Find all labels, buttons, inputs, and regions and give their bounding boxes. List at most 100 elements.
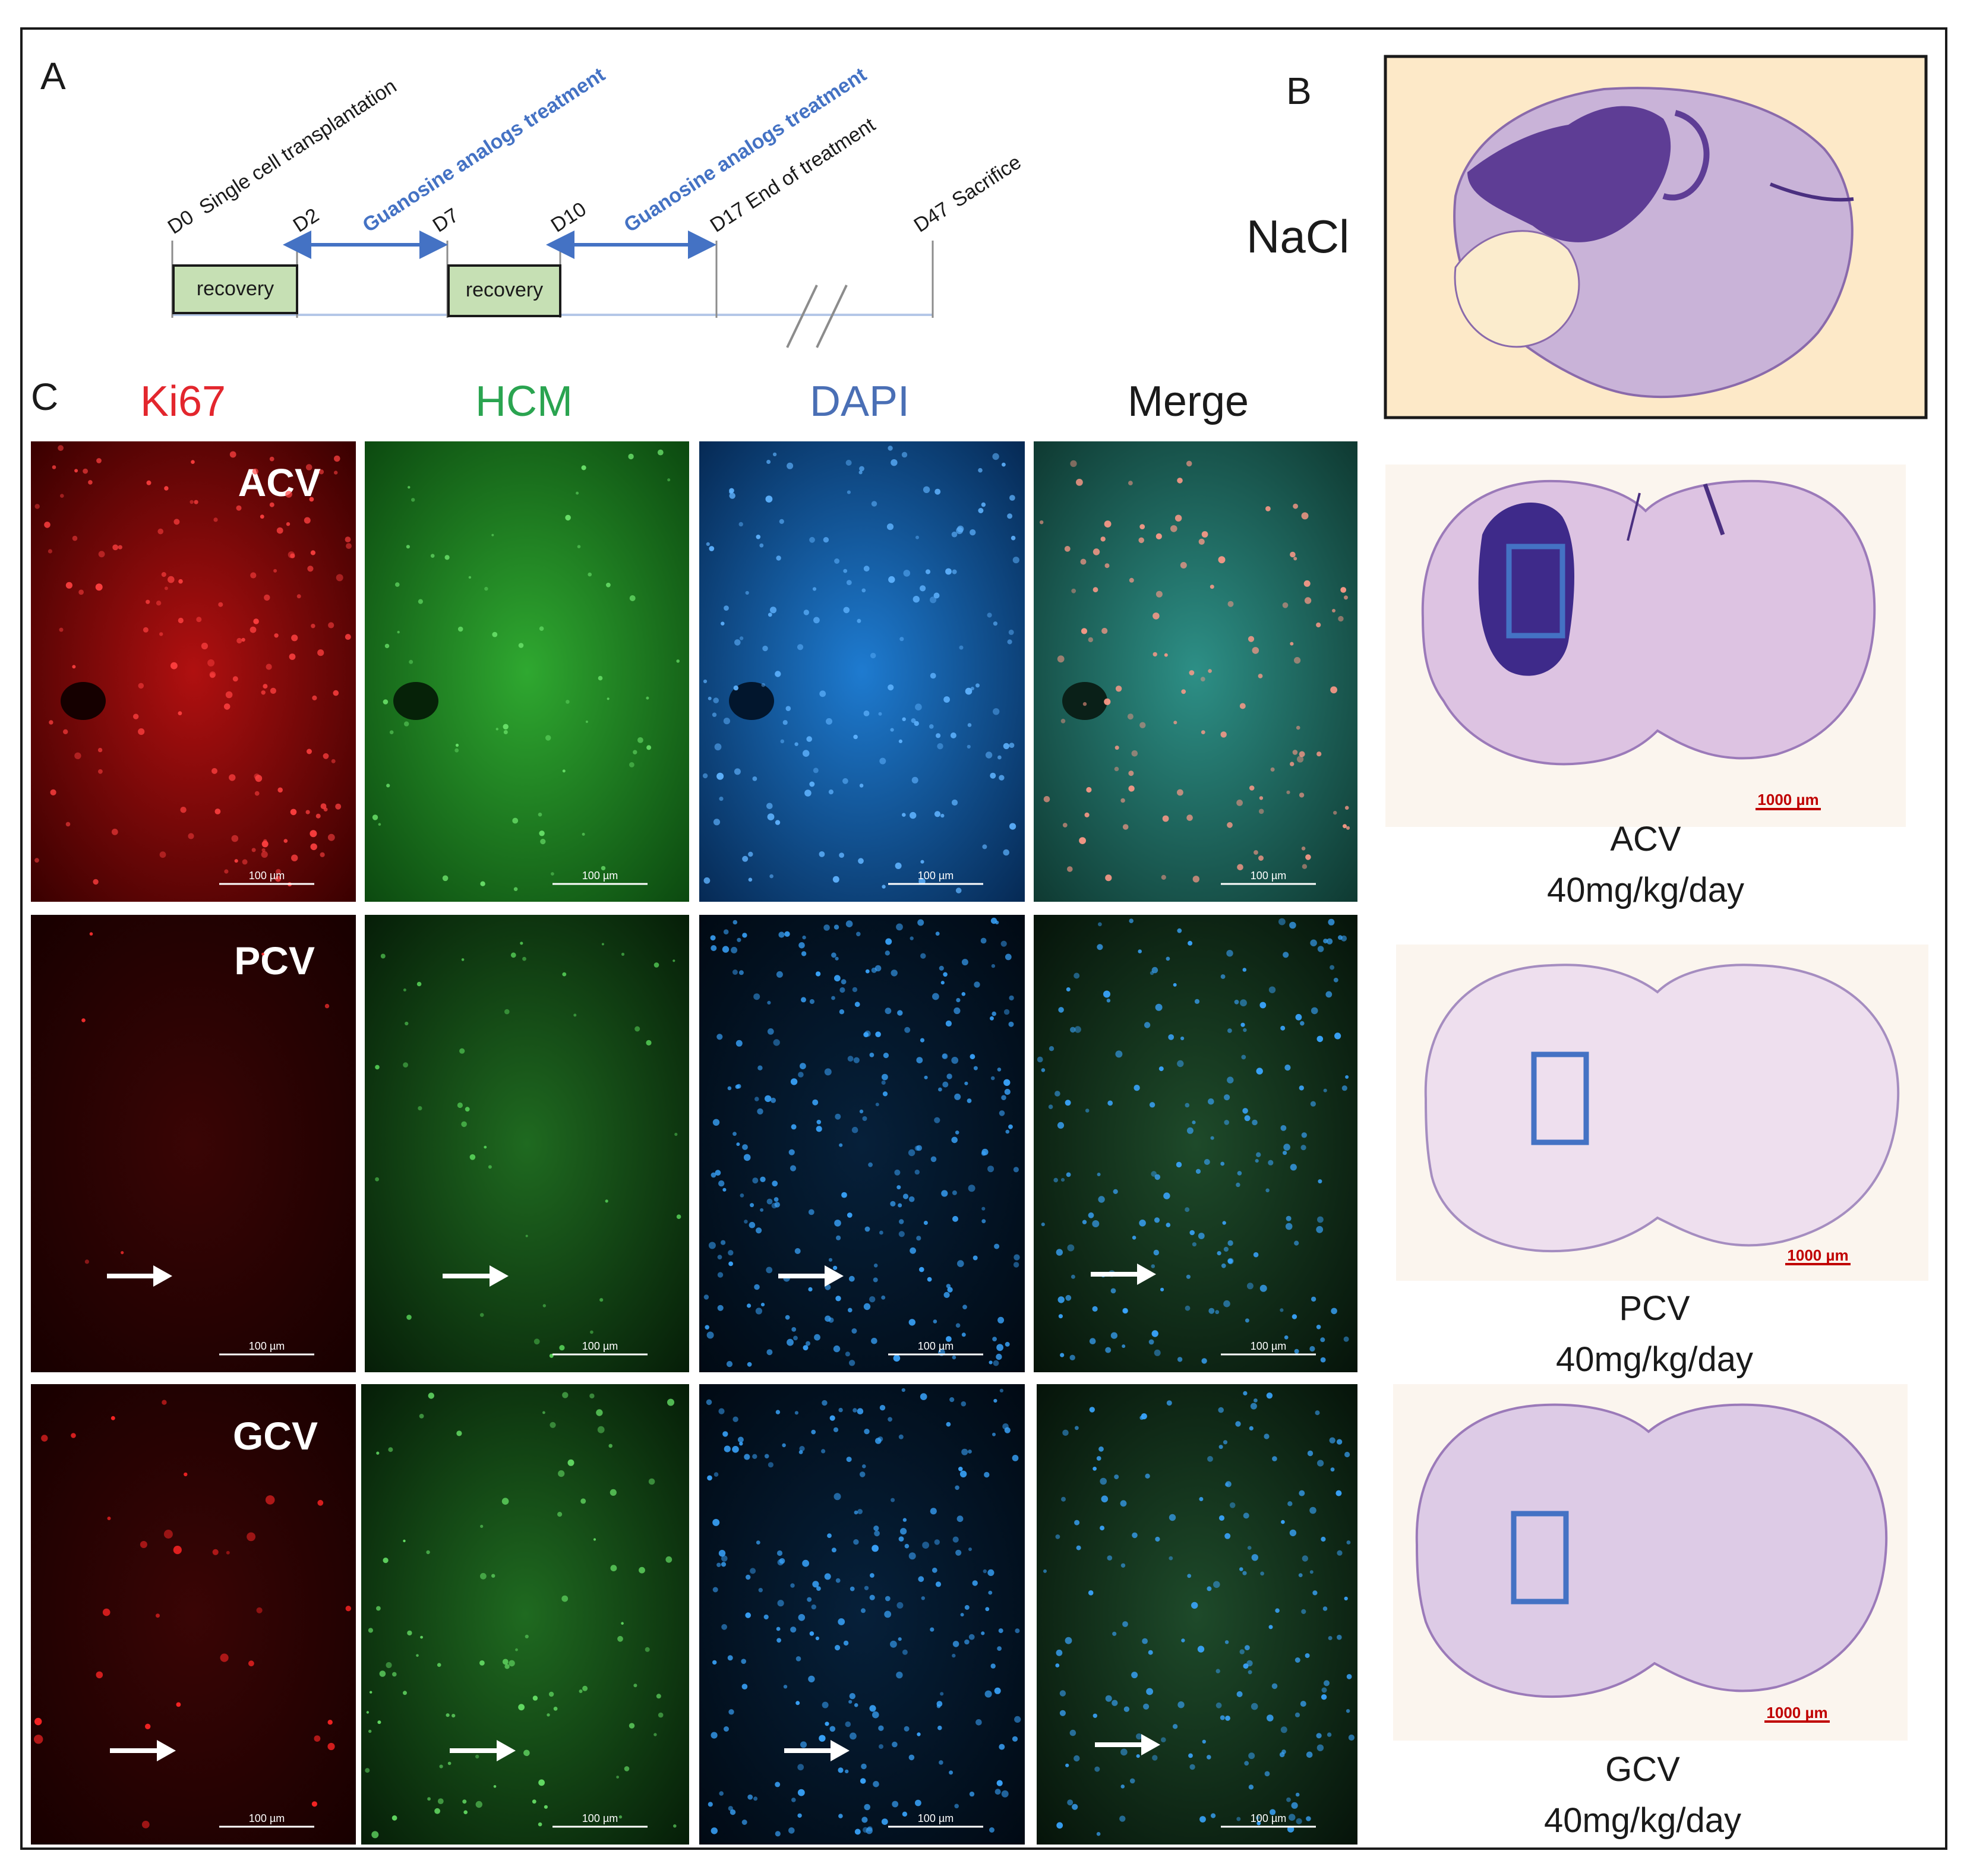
nucleus-speck: [509, 1660, 515, 1667]
nucleus-speck: [1012, 1736, 1018, 1742]
nucleus-speck: [845, 460, 852, 466]
nucleus-speck: [850, 1586, 855, 1591]
nucleus-speck: [871, 967, 877, 973]
nucleus-speck: [1292, 750, 1298, 755]
nucleus-speck: [1186, 1274, 1191, 1279]
nucleus-speck: [951, 1057, 959, 1064]
nucleus-speck: [218, 602, 223, 607]
nucleus-speck: [782, 720, 788, 725]
nucleus-speck: [784, 931, 790, 937]
nucleus-speck: [989, 1827, 994, 1833]
nucleus-speck: [74, 752, 81, 760]
nucleus-speck: [711, 1827, 718, 1834]
micrograph-merge: [1034, 915, 1357, 1372]
nucleus-speck: [739, 1442, 743, 1446]
nucleus-speck: [816, 1126, 822, 1132]
scale-bar-label: 100 µm: [249, 870, 285, 882]
nucleus-speck: [753, 1796, 758, 1801]
nucleus-speck: [1002, 462, 1006, 467]
nucleus-speck: [714, 743, 722, 751]
nucleus-speck: [538, 1779, 545, 1786]
nucleus-speck: [1300, 1145, 1306, 1151]
nucleus-speck: [1122, 1621, 1128, 1627]
nucleus-speck: [899, 637, 904, 642]
nucleus-speck: [1316, 1733, 1322, 1739]
nucleus-speck: [1227, 1240, 1233, 1246]
nucleus-speck: [879, 1230, 883, 1235]
nucleus-speck: [759, 543, 764, 548]
white-arrows: [107, 1264, 1160, 1761]
nucleus-speck: [1066, 1172, 1071, 1177]
nucleus-speck: [872, 1545, 879, 1552]
nucleus-speck: [265, 1495, 275, 1505]
nucleus-speck: [1155, 533, 1162, 540]
nucleus-speck: [1240, 999, 1247, 1007]
nucleus-speck: [723, 718, 730, 725]
nucleus-speck: [793, 1335, 798, 1341]
nucleus-speck: [1279, 1752, 1285, 1757]
nucleus-speck: [717, 1255, 722, 1260]
nucleus-speck: [970, 529, 976, 536]
nucleus-speck: [920, 1038, 925, 1043]
nucleus-speck: [606, 582, 611, 588]
nucleus-speck: [1056, 1249, 1063, 1256]
nucleus-speck: [1015, 1628, 1020, 1634]
nucleus-speck: [102, 1608, 110, 1616]
nucleus-speck: [1210, 585, 1214, 589]
nucleus-speck: [212, 1549, 219, 1555]
arrow-icon: [110, 1740, 176, 1761]
nucleus-speck: [871, 1338, 877, 1344]
nucleus-speck: [589, 1393, 595, 1399]
nucleus-speck: [908, 1196, 915, 1202]
nucleus-speck: [717, 1305, 724, 1311]
nucleus-speck: [834, 975, 841, 982]
nucleus-speck: [752, 1454, 757, 1459]
nucleus-speck: [676, 659, 680, 663]
nucleus-speck: [252, 468, 258, 475]
nucleus-speck: [1294, 1240, 1299, 1246]
nucleus-speck: [767, 1028, 774, 1035]
nucleus-speck: [1326, 938, 1333, 945]
nucleus-speck: [1201, 730, 1205, 734]
nucleus-speck: [1256, 1068, 1263, 1075]
nucleus-speck: [1280, 1025, 1286, 1031]
nucleus-speck: [49, 720, 53, 725]
nucleus-speck: [1258, 808, 1264, 814]
nucleus-speck: [1104, 563, 1110, 569]
nucleus-speck: [1120, 1500, 1127, 1507]
nucleus-speck: [1154, 1349, 1161, 1356]
nucleus-speck: [742, 1144, 748, 1150]
nucleus-speck: [1062, 823, 1068, 828]
nucleus-speck: [1344, 1451, 1350, 1458]
nucleus-speck: [1306, 1751, 1313, 1758]
nucleus-speck: [843, 569, 848, 573]
nucleus-speck: [790, 1165, 797, 1171]
nucleus-speck: [813, 768, 819, 773]
nucleus-speck: [1098, 922, 1102, 927]
nucleus-speck: [539, 626, 544, 631]
nucleus-speck: [629, 595, 636, 601]
nucleus-speck: [942, 1081, 949, 1088]
nucleus-speck: [593, 1538, 596, 1541]
nucleus-speck: [923, 1221, 928, 1225]
nucleus-speck: [1100, 1526, 1105, 1531]
nucleus-speck: [724, 1726, 729, 1732]
nucleus-speck: [863, 1303, 871, 1310]
nucleus-speck: [1239, 1567, 1243, 1571]
nucleus-speck: [1341, 935, 1347, 942]
nucleus-speck: [873, 1526, 879, 1531]
nucleus-speck: [276, 868, 281, 874]
nucleus-speck: [667, 1398, 674, 1406]
nucleus-speck: [1334, 1032, 1341, 1040]
nucleus-speck: [721, 1624, 727, 1630]
nucleus-speck: [1265, 1188, 1270, 1193]
nucleus-speck: [718, 1408, 725, 1414]
nucleus-speck: [930, 1627, 934, 1632]
nucleus-speck: [800, 1063, 806, 1069]
nucleus-speck: [1127, 713, 1134, 720]
nucleus-speck: [1218, 1445, 1223, 1449]
nucleus-speck: [389, 730, 394, 734]
nucleus-speck: [904, 1027, 911, 1033]
nucleus-speck: [1112, 1631, 1117, 1636]
nucleus-speck: [879, 757, 886, 765]
